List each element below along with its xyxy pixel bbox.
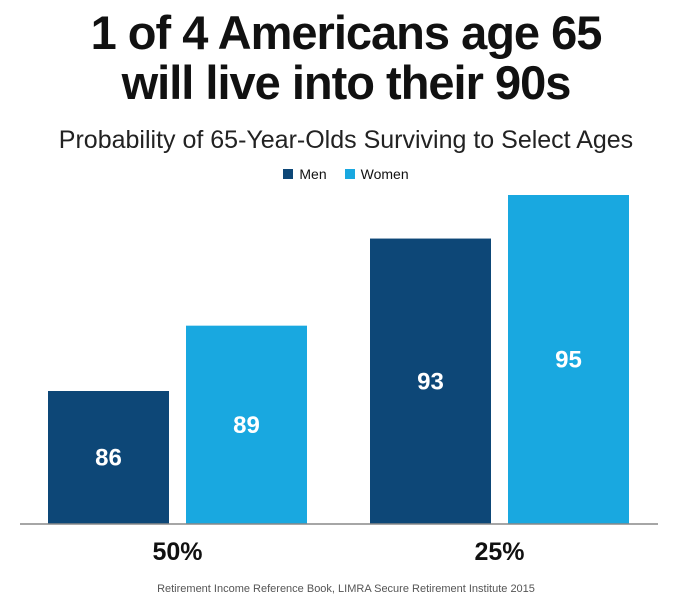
category-label-1: 25% [474, 538, 524, 566]
title-line-2: will live into their 90s [121, 56, 572, 109]
bar-men-0 [48, 391, 169, 524]
bar-women-1 [508, 195, 629, 524]
source-note: Retirement Income Reference Book, LIMRA … [157, 583, 535, 595]
data-label-men-0: 86 [95, 445, 122, 472]
legend-label-women: Women [360, 166, 409, 182]
legend-item-women: Women [344, 166, 409, 182]
legend-label-men: Men [299, 166, 327, 182]
data-label-men-1: 93 [417, 368, 444, 395]
data-label-women-0: 89 [233, 412, 260, 439]
title-line-1: 1 of 4 Americans age 65 [90, 6, 603, 59]
category-label-0: 50% [152, 538, 202, 566]
legend: Men Women [0, 166, 692, 182]
legend-swatch-men [283, 169, 294, 179]
chart-title: 1 of 4 Americans age 65 will live into t… [0, 8, 692, 108]
chart-subtitle: Probability of 65-Year-Olds Surviving to… [58, 126, 634, 154]
bar-men-1 [370, 238, 491, 525]
legend-item-men: Men [283, 166, 327, 182]
data-label-women-1: 95 [555, 347, 582, 374]
bar-women-0 [186, 325, 307, 524]
legend-swatch-women [344, 169, 355, 179]
